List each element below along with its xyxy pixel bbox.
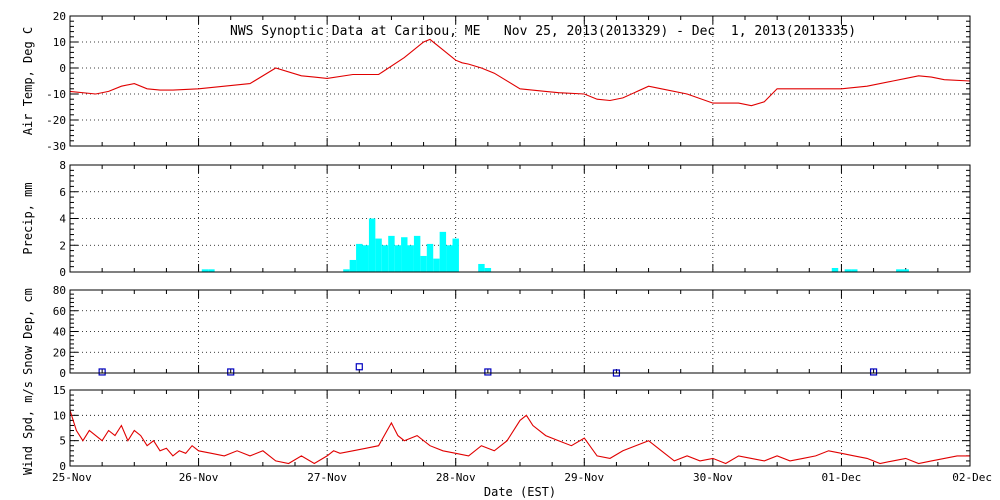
precip-bar: [446, 245, 453, 272]
y-tick-label: 8: [59, 159, 66, 172]
precip-bar: [381, 245, 389, 272]
precip-bar: [831, 267, 839, 272]
precip-bar: [452, 238, 459, 272]
precip-bar: [208, 269, 215, 272]
y-tick-label: 40: [53, 326, 66, 339]
precip-bar: [356, 243, 363, 272]
precip-bar: [478, 263, 485, 272]
wind-speed-panel: 0 5 10 15 Wind Spd, m/s 25-Nov 26-Nov 27-Nov 28-…: [21, 381, 992, 484]
wind-speed-frame: [69, 389, 971, 467]
x-tick-label: 02-Dec: [952, 471, 992, 484]
air-temp-y-axis-title: Air Temp, Deg C: [21, 27, 35, 135]
precip-bar: [896, 269, 903, 272]
precip-bar: [420, 255, 427, 272]
snow-depth-frame: [69, 289, 971, 374]
precip-bar: [394, 245, 402, 272]
y-tick-label: -10: [46, 88, 66, 101]
precip-bar: [401, 237, 408, 272]
snow-depth-point: [355, 363, 363, 371]
air-temp-panel: -30 -20 -10 0 10 20 Air Temp, Deg C: [21, 10, 971, 153]
y-tick-label: 4: [59, 213, 66, 226]
precip-frame: [69, 164, 971, 273]
y-tick-label: 10: [53, 36, 66, 49]
air-temp-frame: [69, 15, 971, 147]
precip-bar: [439, 231, 447, 272]
x-tick-label: 28-Nov: [436, 471, 476, 484]
y-tick-label: 0: [59, 460, 66, 473]
y-tick-label: 10: [53, 409, 66, 422]
y-tick-label: 15: [53, 384, 66, 397]
precip-bar: [413, 235, 421, 272]
y-tick-label: 0: [59, 62, 66, 75]
precip-bar: [902, 269, 909, 272]
y-tick-label: 2: [59, 239, 66, 252]
precip-bar: [484, 267, 492, 272]
y-tick-label: -20: [46, 114, 66, 127]
y-tick-label: -30: [46, 140, 66, 153]
x-axis-title: Date (EST): [484, 485, 556, 499]
snow-depth-y-axis-title: Snow Dep, cm: [21, 288, 35, 375]
precip-bar: [851, 269, 858, 272]
precip-bar: [426, 243, 434, 272]
snow-depth-panel: 0 20 40 60 80 Snow Dep, cm: [21, 284, 971, 380]
precip-bar: [844, 269, 852, 272]
snow-depth-point: [869, 368, 878, 376]
y-tick-label: 20: [53, 10, 66, 23]
panels: -30 -20 -10 0 10 20 Air Temp, Deg C 0 2 4 6 8 Precip…: [21, 10, 992, 484]
x-tick-label: 29-Nov: [564, 471, 604, 484]
chart-title: NWS Synoptic Data at Caribou, ME Nov 25,…: [230, 24, 856, 39]
precip-panel: 0 2 4 6 8 Precip, mm: [21, 159, 971, 279]
x-tick-label: 26-Nov: [179, 471, 219, 484]
snow-depth-point: [227, 368, 235, 376]
precip-bar: [407, 245, 414, 272]
precip-bar: [362, 245, 369, 272]
x-tick-label: 25-Nov: [52, 471, 92, 484]
x-tick-label: 27-Nov: [307, 471, 347, 484]
precip-bar: [433, 258, 440, 272]
y-tick-label: 0: [59, 367, 66, 380]
y-tick-label: 80: [53, 284, 66, 297]
snow-depth-point: [484, 368, 492, 376]
y-tick-label: 0: [59, 266, 66, 279]
precip-bar: [368, 218, 376, 272]
y-tick-label: 5: [59, 435, 66, 448]
y-tick-label: 60: [53, 305, 66, 318]
wind-speed-y-axis-title: Wind Spd, m/s: [21, 381, 35, 475]
precip-bar: [388, 235, 395, 272]
x-tick-label: 01-Dec: [822, 471, 862, 484]
wind-speed-series-line: [69, 410, 970, 465]
snow-depth-point: [98, 368, 106, 376]
y-tick-label: 20: [53, 346, 66, 359]
precip-bar: [201, 269, 209, 272]
precip-bar: [349, 259, 357, 272]
precip-bar: [343, 269, 350, 272]
air-temp-series-line: [69, 38, 971, 107]
x-tick-label: 30-Nov: [693, 471, 733, 484]
precip-bar: [375, 238, 382, 272]
y-tick-label: 6: [59, 186, 66, 199]
precip-y-axis-title: Precip, mm: [21, 182, 35, 254]
